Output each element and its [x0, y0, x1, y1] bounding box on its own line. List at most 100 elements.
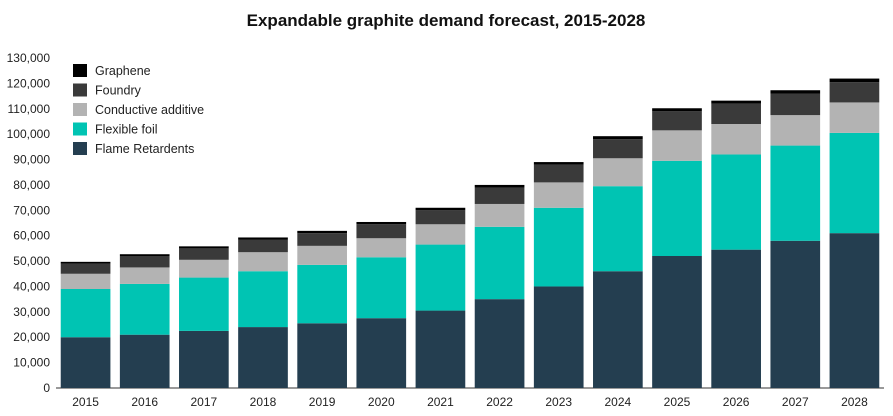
- bar-segment: [119, 256, 170, 268]
- legend-label: Flexible foil: [95, 123, 158, 137]
- bar-segment: [297, 245, 347, 265]
- bar-segment: [593, 271, 643, 388]
- bar-segment: [356, 318, 407, 388]
- bar-segment: [238, 252, 288, 272]
- bar-segment: [474, 203, 525, 227]
- x-tick-label: 2018: [250, 395, 277, 409]
- x-tick-label: 2028: [841, 395, 868, 409]
- bar-segment: [829, 233, 880, 388]
- x-tick-label: 2020: [368, 395, 395, 409]
- bar-segment: [415, 224, 466, 245]
- bar-segment: [829, 82, 880, 103]
- bar-segment: [533, 182, 584, 208]
- y-tick-label: 110,000: [8, 102, 51, 116]
- y-tick-label: 70,000: [13, 203, 50, 217]
- bar-segment: [179, 277, 229, 331]
- legend-swatch: [73, 103, 87, 116]
- chart-title: Expandable graphite demand forecast, 201…: [247, 11, 646, 30]
- bar-segment: [652, 111, 702, 131]
- bar-segment: [238, 239, 288, 253]
- bar-segment: [415, 310, 466, 388]
- bar-segment: [652, 130, 702, 161]
- bar-segment: [415, 210, 466, 225]
- bar-segment: [356, 238, 407, 258]
- y-tick-label: 120,000: [7, 76, 51, 90]
- bar-segment: [770, 93, 821, 116]
- x-tick-label: 2021: [427, 395, 454, 409]
- bar-segment: [356, 224, 407, 239]
- bar-segment: [593, 136, 643, 140]
- bar-segment: [533, 207, 584, 287]
- x-tick-label: 2016: [131, 395, 158, 409]
- bar-segment: [829, 78, 880, 83]
- bar-segment: [60, 261, 111, 264]
- bar-segment: [533, 286, 584, 388]
- bars: [60, 78, 880, 388]
- bar-segment: [652, 256, 702, 388]
- bar-segment: [711, 103, 761, 124]
- bar-segment: [770, 240, 821, 388]
- bar-segment: [119, 254, 170, 256]
- bar-segment: [829, 132, 880, 234]
- legend-swatch: [73, 122, 87, 136]
- bar-segment: [238, 237, 288, 240]
- legend: Graphene Foundry Conductive additive Flexib…: [73, 64, 204, 156]
- bar-segment: [238, 327, 288, 388]
- y-tick-label: 50,000: [13, 254, 50, 268]
- y-tick-label: 100,000: [7, 127, 51, 141]
- y-tick-label: 0: [43, 381, 50, 395]
- bar-segment: [593, 158, 643, 187]
- bar-segment: [593, 186, 643, 272]
- y-tick-label: 60,000: [13, 229, 50, 243]
- x-axis: 2015 2016 2017 2018 2019 2020 2021 2022 2023 2024…: [72, 395, 868, 409]
- x-tick-label: 2022: [486, 395, 513, 409]
- bar-segment: [179, 246, 229, 249]
- bar-segment: [356, 257, 407, 319]
- bar-segment: [474, 187, 525, 204]
- bar-segment: [770, 115, 821, 146]
- bar-segment: [474, 299, 525, 388]
- bar-segment: [711, 249, 761, 388]
- y-axis: 0 10,000 20,000 30,000 40,000 50,000 60,000 70,…: [7, 51, 884, 395]
- y-tick-label: 30,000: [13, 305, 50, 319]
- bar-segment: [711, 100, 761, 104]
- x-tick-label: 2025: [664, 395, 691, 409]
- bar-segment: [60, 273, 111, 289]
- bar-segment: [593, 139, 643, 159]
- bar-segment: [829, 102, 880, 133]
- y-tick-label: 10,000: [13, 356, 50, 370]
- bar-segment: [356, 221, 407, 225]
- y-tick-label: 20,000: [13, 330, 50, 344]
- bar-segment: [652, 108, 702, 112]
- bar-segment: [297, 233, 347, 246]
- bar-segment: [119, 267, 170, 284]
- x-tick-label: 2019: [309, 395, 336, 409]
- y-tick-label: 130,000: [7, 51, 51, 65]
- y-tick-label: 40,000: [13, 279, 50, 293]
- bar-segment: [297, 230, 347, 234]
- bar-segment: [60, 263, 111, 274]
- bar-segment: [119, 334, 170, 388]
- legend-swatch: [73, 83, 87, 97]
- bar-segment: [297, 323, 347, 388]
- x-tick-label: 2017: [191, 395, 218, 409]
- legend-label: Flame Retardents: [95, 142, 194, 156]
- legend-swatch: [73, 64, 87, 77]
- legend-label: Conductive additive: [95, 103, 204, 117]
- bar-segment: [652, 160, 702, 256]
- bar-segment: [533, 162, 584, 165]
- bar-segment: [60, 289, 111, 338]
- bar-segment: [238, 271, 288, 328]
- x-tick-label: 2026: [723, 395, 750, 409]
- bar-segment: [474, 226, 525, 300]
- bar-segment: [179, 248, 229, 260]
- bar-segment: [711, 154, 761, 250]
- bar-segment: [711, 124, 761, 155]
- y-tick-label: 90,000: [13, 153, 50, 167]
- bar-segment: [770, 90, 821, 94]
- bar-segment: [415, 244, 466, 311]
- y-tick-label: 80,000: [13, 178, 50, 192]
- bar-segment: [770, 145, 821, 241]
- legend-swatch: [73, 142, 87, 155]
